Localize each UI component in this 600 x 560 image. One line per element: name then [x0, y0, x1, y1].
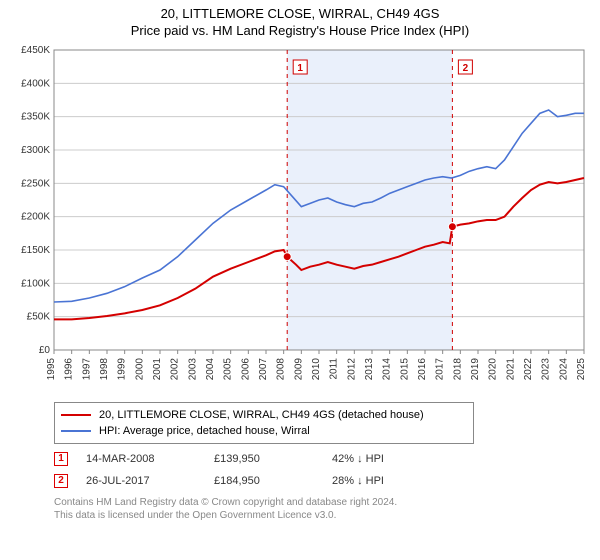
svg-text:2019: 2019: [470, 358, 481, 381]
svg-text:2015: 2015: [399, 358, 410, 381]
svg-text:1997: 1997: [81, 358, 92, 381]
svg-text:£350K: £350K: [21, 112, 50, 123]
svg-text:£400K: £400K: [21, 78, 50, 89]
svg-text:2001: 2001: [152, 358, 163, 381]
price-vs-hpi-chart: £0 £50K £100K £150K £200K £250K £300K £350K £400…: [10, 44, 590, 394]
svg-text:2008: 2008: [276, 358, 287, 381]
svg-text:1999: 1999: [117, 358, 128, 381]
sale-hpi-delta: 28% ↓ HPI: [332, 470, 452, 492]
sale-marker: 2: [54, 474, 68, 488]
svg-text:2020: 2020: [488, 358, 499, 381]
svg-text:2022: 2022: [523, 358, 534, 381]
svg-text:2000: 2000: [134, 358, 145, 381]
sale-events-table: 1 14-MAR-2008 £139,950 42% ↓ HPI 2 26-JUL-201…: [54, 448, 590, 492]
svg-text:2014: 2014: [382, 358, 393, 381]
svg-text:£250K: £250K: [21, 178, 50, 189]
svg-text:2023: 2023: [541, 358, 552, 381]
svg-text:2005: 2005: [223, 358, 234, 381]
svg-text:2025: 2025: [576, 358, 587, 381]
svg-text:1995: 1995: [46, 358, 57, 381]
svg-text:1: 1: [297, 63, 303, 74]
svg-text:2016: 2016: [417, 358, 428, 381]
legend-item: 20, LITTLEMORE CLOSE, WIRRAL, CH49 4GS (…: [61, 407, 467, 423]
legend-item: HPI: Average price, detached house, Wirr…: [61, 423, 467, 439]
sale-date: 26-JUL-2017: [86, 470, 196, 492]
svg-text:1998: 1998: [99, 358, 110, 381]
svg-text:£200K: £200K: [21, 212, 50, 223]
svg-text:£300K: £300K: [21, 145, 50, 156]
svg-text:2002: 2002: [170, 358, 181, 381]
svg-text:£450K: £450K: [21, 45, 50, 56]
svg-text:2003: 2003: [187, 358, 198, 381]
legend-label: 20, LITTLEMORE CLOSE, WIRRAL, CH49 4GS (…: [99, 407, 424, 423]
svg-text:£50K: £50K: [27, 312, 51, 323]
attribution-text: Contains HM Land Registry data © Crown c…: [54, 496, 590, 522]
svg-text:2021: 2021: [505, 358, 516, 381]
attribution-line-2: This data is licensed under the Open Gov…: [54, 509, 590, 522]
svg-text:2004: 2004: [205, 358, 216, 381]
legend-swatch: [61, 430, 91, 432]
svg-text:2010: 2010: [311, 358, 322, 381]
sale-row: 1 14-MAR-2008 £139,950 42% ↓ HPI: [54, 448, 590, 470]
svg-text:2012: 2012: [346, 358, 357, 381]
svg-text:2018: 2018: [452, 358, 463, 381]
svg-text:£100K: £100K: [21, 278, 50, 289]
svg-text:2024: 2024: [558, 358, 569, 381]
sale-hpi-delta: 42% ↓ HPI: [332, 448, 452, 470]
svg-text:£150K: £150K: [21, 245, 50, 256]
svg-text:£0: £0: [39, 345, 51, 356]
attribution-line-1: Contains HM Land Registry data © Crown c…: [54, 496, 590, 509]
legend-label: HPI: Average price, detached house, Wirr…: [99, 423, 310, 439]
svg-text:2017: 2017: [435, 358, 446, 381]
sale-marker: 1: [54, 452, 68, 466]
sale-date: 14-MAR-2008: [86, 448, 196, 470]
svg-text:2: 2: [463, 63, 469, 74]
svg-text:2011: 2011: [329, 358, 340, 380]
title-sub: Price paid vs. HM Land Registry's House …: [10, 23, 590, 38]
svg-text:1996: 1996: [64, 358, 75, 381]
svg-text:2007: 2007: [258, 358, 269, 381]
sale-price: £139,950: [214, 448, 314, 470]
svg-text:2009: 2009: [293, 358, 304, 381]
chart-legend: 20, LITTLEMORE CLOSE, WIRRAL, CH49 4GS (…: [54, 402, 474, 444]
sale-price: £184,950: [214, 470, 314, 492]
svg-text:2013: 2013: [364, 358, 375, 381]
svg-text:2006: 2006: [240, 358, 251, 381]
sale-row: 2 26-JUL-2017 £184,950 28% ↓ HPI: [54, 470, 590, 492]
legend-swatch: [61, 414, 91, 416]
title-main: 20, LITTLEMORE CLOSE, WIRRAL, CH49 4GS: [10, 6, 590, 21]
